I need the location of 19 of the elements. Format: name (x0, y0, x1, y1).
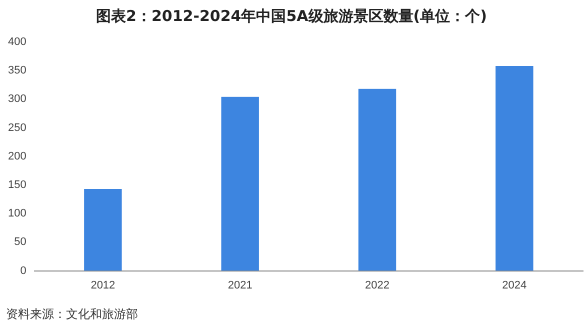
x-tick-label: 2022 (365, 279, 390, 292)
bar (496, 66, 534, 271)
y-tick-label: 100 (8, 208, 26, 220)
text: 资料来源：文化和旅游部 (5, 306, 139, 323)
bar (221, 96, 259, 271)
y-tick-label: 150 (8, 179, 26, 192)
y-tick-label: 400 (8, 36, 26, 48)
bar (84, 189, 122, 271)
y-tick-label: 200 (8, 150, 26, 162)
x-tick-label: 2021 (228, 279, 252, 292)
bar (358, 88, 396, 271)
y-tick-label: 50 (14, 236, 26, 248)
chart-title: 图表2：2012-2024年中国5A级旅游景区数量(单位：个) (96, 6, 487, 25)
y-tick-label: 300 (8, 93, 26, 106)
x-tick-label: 2012 (90, 279, 116, 292)
y-tick-label: 350 (8, 64, 26, 77)
y-tick-label: 0 (20, 264, 26, 277)
y-tick-label: 250 (8, 122, 26, 134)
x-tick-label: 2024 (502, 279, 527, 292)
